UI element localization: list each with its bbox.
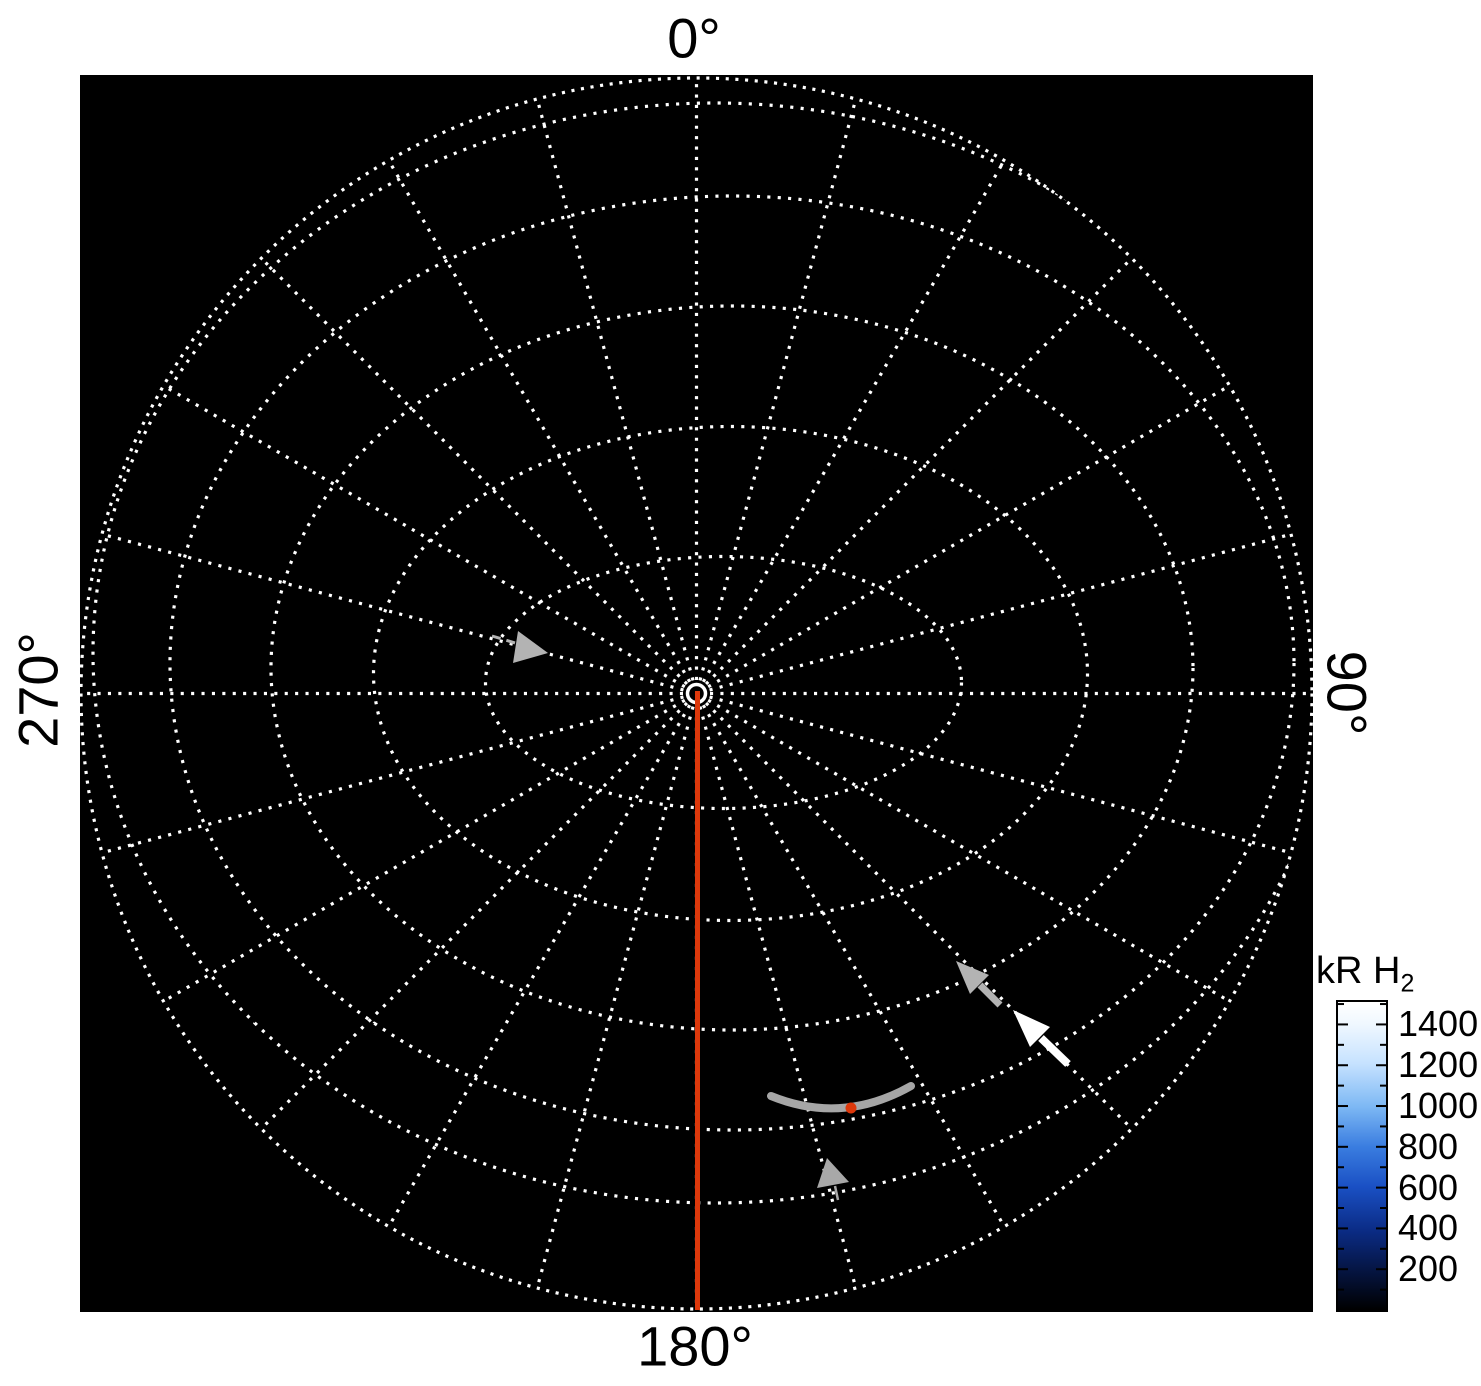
meridian-line-30deg [701, 160, 1006, 683]
colorbar-tick-label-1200: 1200 [1398, 1044, 1479, 1086]
colorbar-title-text: kR H [1316, 950, 1401, 992]
meridian-line-330deg [387, 160, 692, 683]
gray-inflow-arrow-southeast-head [956, 961, 989, 994]
meridian-line-345deg [535, 99, 695, 681]
annotations [491, 631, 1071, 1310]
meridian-line-195deg [535, 706, 695, 1288]
red-footprint-dot [845, 1102, 857, 1114]
meridian-line-105deg [709, 695, 1291, 855]
meridian-line-300deg [163, 384, 686, 689]
latitude-circle-4 [168, 194, 1296, 1132]
colorbar-gradient [1336, 1000, 1388, 1312]
colorbar-tick-label-1000: 1000 [1398, 1085, 1479, 1127]
white-inflow-arrow-southeast-shaft [1038, 1035, 1071, 1067]
angle-label-270: 270° [6, 632, 70, 748]
angle-label-180: 180° [637, 1314, 753, 1378]
colorbar-tick-label-800: 800 [1398, 1125, 1459, 1167]
meridian-line-315deg [260, 257, 689, 686]
latitude-circle-3 [269, 304, 1195, 1032]
gray-inflow-arrow-west-tail [491, 634, 523, 647]
meridian-line-75deg [709, 532, 1291, 692]
latitude-circle-5 [91, 101, 1313, 1205]
angle-label-90: 90° [1315, 650, 1379, 736]
meridian-line-45deg [704, 257, 1133, 686]
latitude-circle-outer [80, 76, 1313, 1311]
colorbar-tick-label-600: 600 [1398, 1166, 1459, 1208]
colorbar-tick-label-400: 400 [1398, 1207, 1459, 1249]
gray-inflow-arrow-west-head [513, 631, 548, 663]
gray-arrowhead-south-tail [833, 1185, 840, 1201]
meridian-line-240deg [163, 698, 686, 1003]
gray-arrowhead-south [817, 1158, 849, 1188]
colorbar-title: kR H2 [1316, 950, 1414, 999]
gray-footprint-arc [767, 1082, 915, 1113]
meridian-line-210deg [387, 704, 692, 1227]
colorbar-tick-label-1400: 1400 [1398, 1003, 1479, 1045]
colorbar-tick-label-200: 200 [1398, 1248, 1459, 1290]
meridian-line-150deg [701, 704, 1006, 1227]
meridian-line-15deg [698, 99, 858, 681]
latitude-circle-2 [371, 424, 1090, 923]
polar-plot [80, 75, 1313, 1312]
angle-label-0: 0° [667, 6, 721, 70]
meridian-line-165deg [698, 706, 858, 1288]
latitude-circle-1 [483, 554, 964, 811]
colorbar-title-subscript: 2 [1400, 969, 1415, 998]
meridian-line-255deg [102, 695, 684, 855]
meridian-line-225deg [260, 701, 689, 1130]
meridian-line-60deg [707, 384, 1230, 689]
colorbar-ticks [1338, 1003, 1386, 1291]
meridian-line-120deg [707, 698, 1230, 1003]
gray-inflow-arrow-southeast-shaft [977, 982, 1003, 1008]
meridian-line-285deg [102, 532, 684, 692]
white-inflow-arrow-southeast-head [1013, 1010, 1050, 1047]
